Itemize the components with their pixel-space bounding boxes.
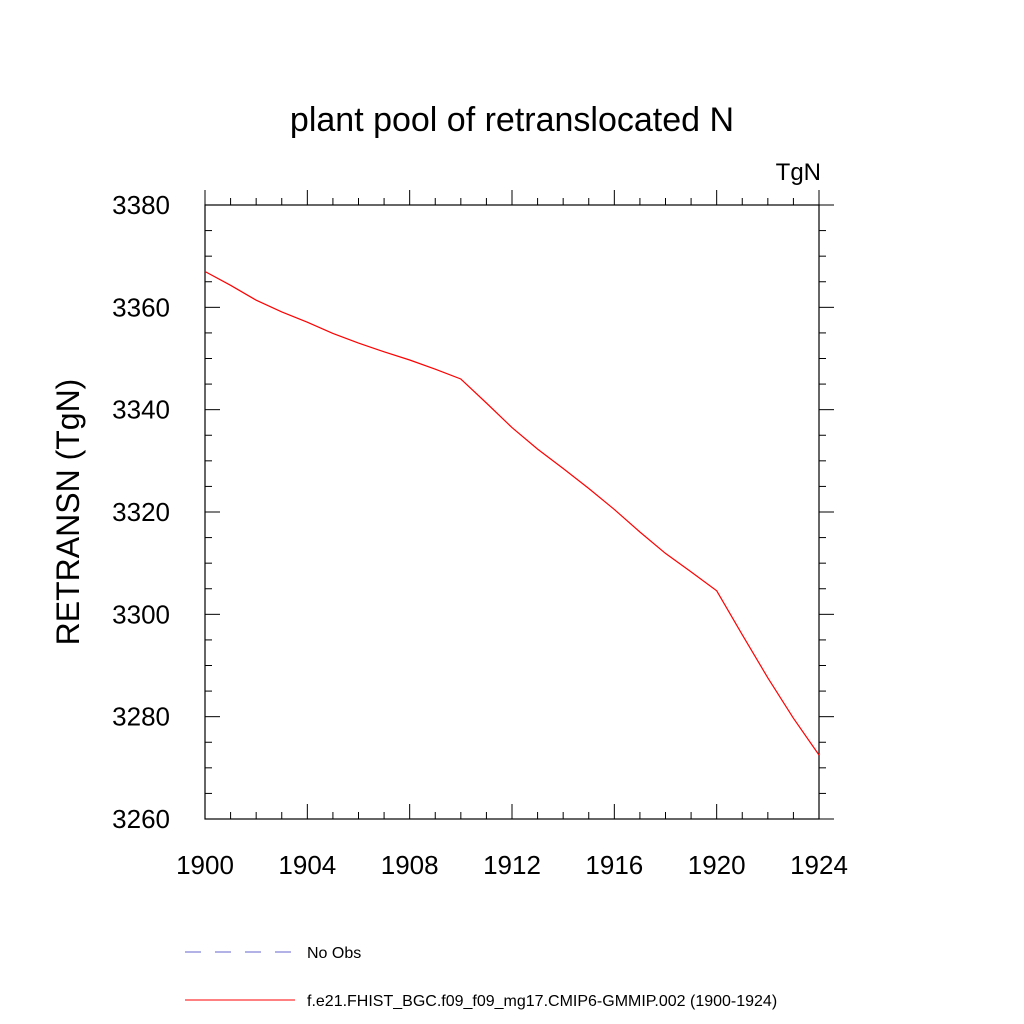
x-tick-label: 1920 [688, 850, 746, 880]
x-tick-label: 1908 [381, 850, 439, 880]
x-tick-label: 1900 [176, 850, 234, 880]
chart-title: plant pool of retranslocated N [290, 101, 734, 139]
tick-labels: 1900 1904 1908 1912 1916 1920 1924 3260 3280 3300… [112, 190, 848, 880]
y-axis-label: RETRANSN (TgN) [50, 379, 86, 646]
series-line [204, 270, 820, 756]
y-tick-label: 3320 [112, 497, 170, 527]
x-tick-label: 1916 [585, 850, 643, 880]
y-tick-label: 3340 [112, 395, 170, 425]
x-tick-label: 1924 [790, 850, 848, 880]
y-tick-label: 3260 [112, 804, 170, 834]
legend-label: No Obs [307, 945, 361, 962]
legend-label: f.e21.FHIST_BGC.f09_f09_mg17.CMIP6-GMMIP… [307, 993, 777, 1010]
y-tick-label: 3380 [112, 190, 170, 220]
units-label: TgN [776, 159, 821, 186]
legend: No Obs f.e21.FHIST_BGC.f09_f09_mg17.CMIP6… [185, 945, 777, 1010]
y-tick-label: 3280 [112, 702, 170, 732]
plot-frame [204, 204, 820, 820]
x-tick-label: 1904 [278, 850, 336, 880]
y-tick-label: 3300 [112, 599, 170, 629]
y-tick-label: 3360 [112, 292, 170, 322]
axis-ticks [204, 190, 834, 820]
series-group [204, 270, 820, 756]
x-tick-label: 1912 [483, 850, 541, 880]
